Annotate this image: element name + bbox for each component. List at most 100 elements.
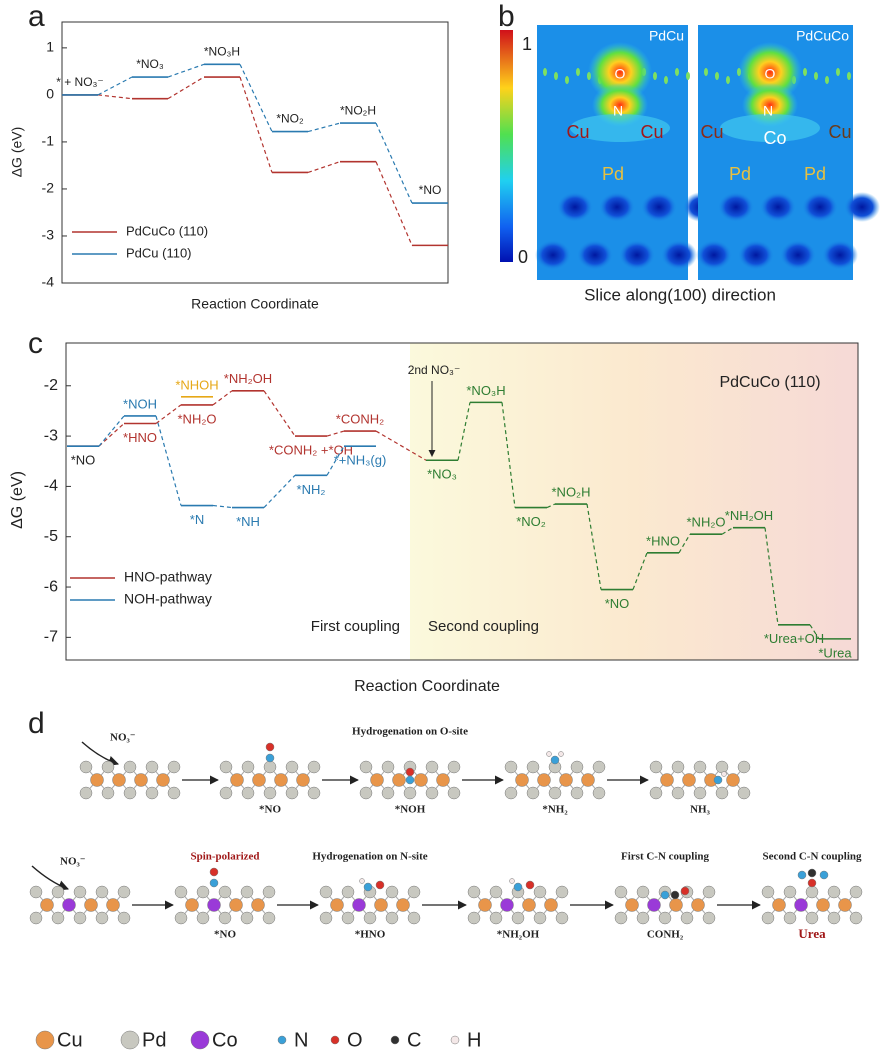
x-axis-label: Reaction Coordinate [354, 678, 500, 695]
connector [212, 504, 233, 509]
connector [501, 402, 516, 508]
atom [783, 911, 797, 925]
connector [155, 404, 182, 424]
atom [614, 885, 628, 899]
density-mid [570, 114, 670, 142]
atom [713, 775, 723, 785]
density-dot [543, 68, 547, 76]
atom [359, 786, 373, 800]
atom [117, 885, 131, 899]
y-tick-label: -6 [44, 578, 58, 595]
level-label: *Urea [818, 645, 852, 660]
atom [592, 786, 606, 800]
atom [726, 773, 740, 787]
colorbar [500, 30, 513, 262]
connector [375, 430, 427, 461]
atom [185, 898, 199, 912]
level-label: *NH₂OH [224, 371, 272, 386]
atom [504, 786, 518, 800]
region [410, 343, 858, 660]
atom [807, 878, 817, 888]
connector [239, 64, 273, 132]
atom [156, 773, 170, 787]
atom [407, 911, 421, 925]
region [66, 343, 410, 660]
atom [680, 911, 694, 925]
step-label: *HNO [355, 929, 386, 941]
y-axis-label: ΔG (eV) [9, 127, 25, 178]
level-label: *NH [236, 514, 260, 529]
atom [29, 911, 43, 925]
level-label: *NO₃ [427, 467, 457, 482]
atom [95, 885, 109, 899]
atom [95, 911, 109, 925]
atom [555, 885, 569, 899]
density-dot [565, 76, 569, 84]
step-label: *NH₂ [542, 804, 568, 816]
connector [457, 402, 471, 461]
atom [123, 786, 137, 800]
atom [381, 786, 395, 800]
atom [533, 885, 547, 899]
density-dot [803, 68, 807, 76]
atom [425, 760, 439, 774]
atom [51, 885, 65, 899]
density-dot [686, 72, 690, 80]
density-dot [664, 76, 668, 84]
atom [680, 886, 690, 896]
atom [35, 1030, 55, 1050]
atom [51, 911, 65, 925]
reactant: NO₃⁻ [60, 856, 86, 868]
atom [167, 786, 181, 800]
atom [403, 786, 417, 800]
atom [467, 911, 481, 925]
atom [715, 786, 729, 800]
atom [319, 911, 333, 925]
level-label: *HNO [646, 533, 680, 548]
panel-label: a [28, 0, 45, 33]
legend-label: Cu [57, 1029, 83, 1051]
connector [326, 430, 345, 437]
density-low [577, 240, 613, 270]
atom [274, 773, 288, 787]
atom-label: N [613, 103, 623, 119]
level-label: *HNO [123, 430, 157, 445]
atom [375, 880, 385, 890]
connector [263, 390, 296, 437]
atom [307, 786, 321, 800]
plot-frame [61, 21, 449, 284]
y-tick-label: -2 [44, 377, 58, 394]
atom [511, 911, 525, 925]
level-label: *NH₂OH [725, 508, 773, 523]
atom [537, 773, 551, 787]
atom [117, 911, 131, 925]
atom [614, 911, 628, 925]
level-label: *NO₃H [204, 44, 240, 58]
atom [352, 898, 366, 912]
atom [522, 898, 536, 912]
arrow [31, 865, 69, 891]
colorbar-max: 1 [522, 34, 532, 54]
atom [285, 786, 299, 800]
atom [196, 885, 210, 899]
atom [693, 760, 707, 774]
annotation: 2nd NO₃⁻ [408, 363, 461, 377]
atom [671, 760, 685, 774]
y-tick-label: 1 [46, 39, 54, 55]
region-label: Second coupling [428, 618, 539, 635]
atom [636, 911, 650, 925]
connector [764, 527, 779, 625]
density-low [718, 192, 754, 222]
atom [392, 773, 406, 787]
atom [515, 773, 529, 787]
step-note: Spin-polarized [190, 851, 259, 863]
panel-label: c [28, 327, 43, 360]
density-dot [836, 68, 840, 76]
density-low [802, 192, 838, 222]
atom-label: Co [763, 128, 786, 148]
connector [263, 474, 296, 508]
level-label: *NO₂H [552, 484, 591, 499]
atom [827, 911, 841, 925]
y-tick-label: -7 [44, 629, 58, 646]
